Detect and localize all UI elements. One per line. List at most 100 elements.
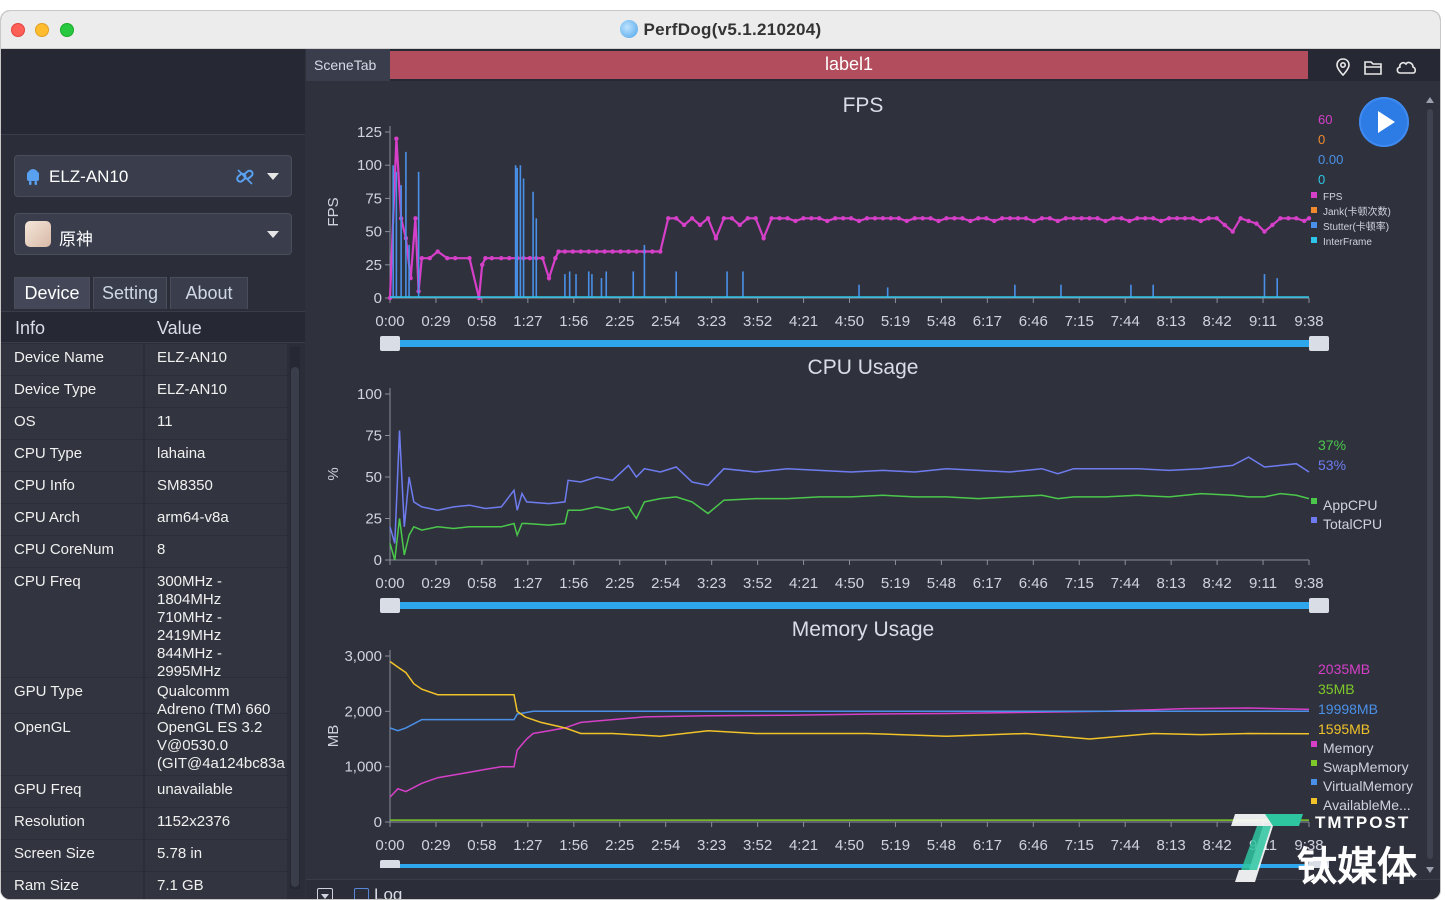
- minimize-window-button[interactable]: [35, 23, 49, 37]
- location-pin-icon[interactable]: [1333, 57, 1353, 77]
- tab-device[interactable]: Device: [14, 277, 90, 309]
- chart-0: FPS FPS 0 25 50 75 100 125 0:00 0:29 0:58 1:27 1:56 2…: [325, 94, 1391, 351]
- fps-point: [809, 216, 814, 221]
- fps-point: [999, 216, 1005, 221]
- fps-point: [1294, 216, 1299, 221]
- y-tick-label: 25: [365, 511, 382, 528]
- legend-value: 60: [1318, 112, 1332, 127]
- time-range-start-handle: [380, 598, 400, 613]
- android-icon: [27, 169, 39, 185]
- y-tick-label: 75: [365, 190, 382, 207]
- fps-point: [1230, 229, 1235, 234]
- link-icon[interactable]: [235, 167, 255, 187]
- device-select[interactable]: ELZ-AN10: [14, 155, 292, 197]
- fps-point: [920, 216, 925, 221]
- info-row-key: Resolution: [1, 808, 143, 839]
- fps-point: [944, 216, 949, 221]
- fps-point: [419, 255, 424, 261]
- x-tick-label: 8:42: [1202, 575, 1231, 592]
- fps-point: [1246, 218, 1251, 224]
- tab-about[interactable]: About: [170, 277, 248, 309]
- chart-title: CPU Usage: [808, 356, 919, 379]
- chevron-down-icon: [267, 173, 279, 180]
- y-tick-label: 0: [374, 290, 382, 307]
- fps-point: [562, 249, 568, 254]
- log-checkbox[interactable]: [354, 888, 369, 899]
- fps-point: [610, 249, 615, 254]
- x-tick-label: 9:38: [1294, 575, 1323, 592]
- fps-point: [527, 255, 533, 261]
- legend-swatch: [1311, 760, 1317, 766]
- game-app-icon: [25, 221, 51, 247]
- info-row: Device Name ELZ-AN10: [1, 344, 289, 376]
- info-row-value: 300MHz - 1804MHz 710MHz - 2419MHz 844MHz…: [145, 568, 287, 680]
- fps-point: [856, 218, 862, 224]
- y-tick-label: 3,000: [344, 648, 382, 665]
- fps-point: [489, 255, 494, 261]
- fps-point: [1111, 216, 1116, 221]
- fps-point: [480, 262, 485, 267]
- fps-point: [888, 216, 894, 221]
- x-tick-label: 9:11: [1249, 575, 1277, 592]
- x-tick-label: 8:13: [1157, 837, 1186, 854]
- folder-icon[interactable]: [1363, 57, 1383, 77]
- close-window-button[interactable]: [11, 23, 25, 37]
- fps-point: [1214, 216, 1219, 221]
- fps-point: [832, 216, 838, 221]
- x-tick-label: 6:17: [973, 575, 1002, 592]
- x-tick-label: 0:58: [467, 575, 496, 592]
- x-tick-label: 5:19: [881, 313, 910, 330]
- bottom-bar: Log: [306, 879, 1440, 899]
- x-tick-label: 6:17: [973, 837, 1002, 854]
- series-line-availablememory: [389, 660, 1310, 740]
- info-row: Device Type ELZ-AN10: [1, 376, 289, 408]
- play-button[interactable]: [1359, 97, 1409, 147]
- info-row-key: OS: [1, 408, 143, 439]
- app-select[interactable]: 原神: [14, 213, 292, 255]
- legend-label: Jank(卡顿次数): [1323, 205, 1391, 218]
- fps-point: [394, 136, 399, 141]
- x-tick-label: 5:48: [927, 313, 956, 330]
- info-row-key: CPU Info: [1, 472, 143, 503]
- series-line-appcpu: [389, 492, 1310, 561]
- fps-point: [801, 216, 806, 221]
- x-tick-label: 8:13: [1157, 313, 1186, 330]
- x-tick-label: 4:50: [835, 837, 864, 854]
- fps-point: [1278, 216, 1283, 221]
- x-tick-label: 6:46: [1019, 575, 1048, 592]
- x-tick-label: 2:54: [651, 837, 680, 854]
- fps-point: [721, 216, 727, 221]
- main-scrollbar[interactable]: [1424, 95, 1436, 875]
- fps-point: [1015, 216, 1021, 221]
- info-row-key: CPU CoreNum: [1, 536, 143, 567]
- tab-setting[interactable]: Setting: [93, 277, 167, 309]
- device-select-value: ELZ-AN10: [49, 167, 129, 186]
- legend-label: TotalCPU: [1323, 516, 1382, 532]
- legend-swatch: [1311, 798, 1317, 804]
- sidebar-scrollbar-thumb[interactable]: [291, 367, 299, 887]
- series-line-totalcpu: [389, 430, 1310, 544]
- fps-point: [1238, 216, 1243, 221]
- x-tick-label: 0:58: [467, 837, 496, 854]
- x-tick-label: 1:27: [513, 313, 542, 330]
- scene-tab[interactable]: SceneTab: [306, 49, 390, 81]
- x-tick-label: 2:54: [651, 313, 680, 330]
- scene-label-bar[interactable]: label1: [390, 51, 1308, 79]
- x-tick-label: 0:29: [421, 313, 450, 330]
- x-tick-label: 3:52: [743, 837, 772, 854]
- info-row-value: 8: [145, 536, 287, 567]
- value-column-header: Value: [157, 318, 202, 338]
- fps-point: [499, 255, 504, 261]
- cloud-icon[interactable]: [1394, 57, 1418, 77]
- info-row-key: Screen Size: [1, 840, 143, 871]
- fps-point: [1039, 216, 1045, 221]
- fps-point: [1087, 216, 1092, 221]
- x-tick-label: 7:15: [1065, 575, 1094, 592]
- info-row: CPU Info SM8350: [1, 472, 289, 504]
- collapse-toggle-icon[interactable]: [317, 888, 333, 899]
- chart-title: Memory Usage: [792, 618, 934, 641]
- info-row: CPU Arch arm64-v8a: [1, 504, 289, 536]
- fps-point: [435, 249, 440, 254]
- time-range-start-handle: [380, 860, 400, 868]
- maximize-window-button[interactable]: [60, 23, 74, 37]
